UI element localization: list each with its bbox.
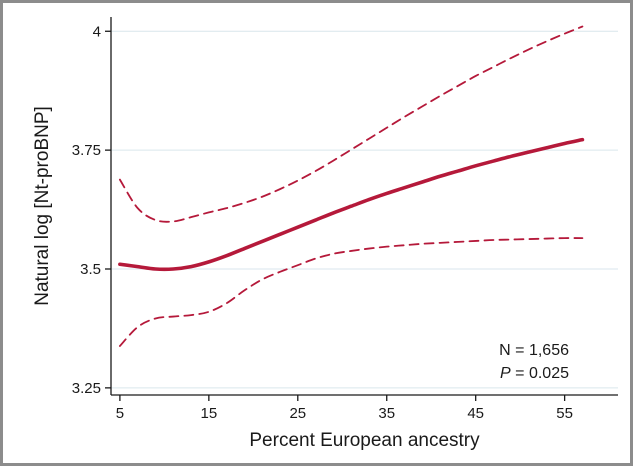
series-group (118, 25, 585, 347)
p-value-text: = 0.025 (511, 365, 569, 382)
x-axis-title: Percent European ancestry (249, 430, 480, 451)
series-estimate-line (118, 137, 585, 272)
x-tick-label: 55 (556, 405, 573, 422)
x-tick-label: 45 (467, 405, 484, 422)
chart: 3.25 3.5 3.75 4 5 15 25 35 45 55 Percent Europea… (32, 17, 618, 451)
y-ticks: 3.25 3.5 3.75 4 (72, 23, 111, 397)
y-tick-label: 3.75 (72, 142, 101, 159)
x-tick-label: 35 (378, 405, 395, 422)
gridlines (111, 30, 618, 389)
x-tick-label: 15 (200, 405, 217, 422)
p-value-annotation: P = 0.025 (500, 365, 569, 382)
series-upper-ci-line (118, 25, 584, 223)
sample-size-annotation: N = 1,656 (499, 342, 569, 359)
x-tick-label: 25 (289, 405, 306, 422)
y-tick-label: 3.25 (72, 380, 101, 397)
p-symbol: P (500, 365, 511, 382)
axes (110, 17, 618, 396)
x-ticks: 5 15 25 35 45 55 (116, 395, 573, 422)
y-axis-title: Natural log [Nt-proBNP] (32, 106, 53, 306)
series-lower-ci-line (118, 237, 584, 347)
x-tick-label: 5 (116, 405, 124, 422)
y-tick-label: 3.5 (80, 261, 101, 278)
y-tick-label: 4 (93, 23, 101, 40)
